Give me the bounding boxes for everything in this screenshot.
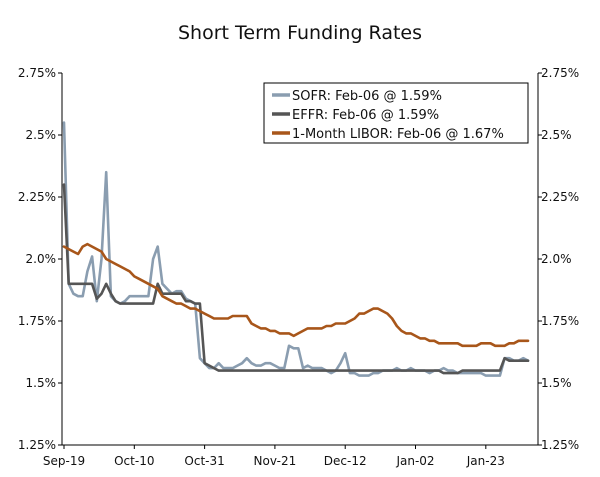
series-line-1-month-libor [62, 242, 530, 348]
y-tick-label-right: 1.5% [541, 376, 572, 390]
right-y-axis: 2.75% 2.5% 2.25% 2.0% 1.75% 1.5% 1.25% [538, 66, 579, 452]
legend-label: EFFR: Feb-06 @ 1.59% [292, 108, 439, 123]
y-tick-label-right: 2.5% [541, 128, 572, 142]
x-tick-label: Dec-12 [324, 454, 367, 468]
x-tick-label: Sep-19 [43, 454, 85, 468]
series-line-effr [62, 183, 530, 375]
y-tick-label-right: 1.25% [541, 438, 579, 452]
y-tick-label-right: 2.75% [541, 66, 579, 80]
x-tick-label: Jan-02 [395, 454, 434, 468]
y-tick-label-right: 2.25% [541, 190, 579, 204]
legend-label: 1-Month LIBOR: Feb-06 @ 1.67% [292, 127, 504, 142]
y-tick-label-right: 2.0% [541, 252, 572, 266]
x-axis: Sep-19 Oct-10 Oct-31 Nov-21 Dec-12 Jan-02 Jan-… [43, 445, 505, 468]
left-y-axis: 2.75% 2.5% 2.25% 2.0% 1.75% 1.5% 1.25% [18, 66, 62, 452]
y-tick-label: 1.5% [26, 376, 57, 390]
x-tick-label: Oct-31 [184, 454, 224, 468]
x-tick-label: Oct-10 [114, 454, 154, 468]
series-lines [62, 121, 530, 377]
legend-box [263, 82, 529, 144]
y-tick-label-right: 1.75% [541, 314, 579, 328]
x-tick-label: Jan-23 [466, 454, 505, 468]
y-tick-label: 1.25% [18, 438, 56, 452]
legend: SOFR: Feb-06 @ 1.59% EFFR: Feb-06 @ 1.59%… [263, 82, 529, 144]
legend-label: SOFR: Feb-06 @ 1.59% [292, 89, 442, 104]
series-line-sofr [62, 121, 530, 377]
y-tick-label: 2.0% [26, 252, 57, 266]
y-tick-label: 2.75% [18, 66, 56, 80]
y-tick-label: 2.5% [26, 128, 57, 142]
y-tick-label: 2.25% [18, 190, 56, 204]
x-tick-label: Nov-21 [254, 454, 297, 468]
chart-title: Short Term Funding Rates [177, 22, 423, 44]
y-tick-label: 1.75% [18, 314, 56, 328]
